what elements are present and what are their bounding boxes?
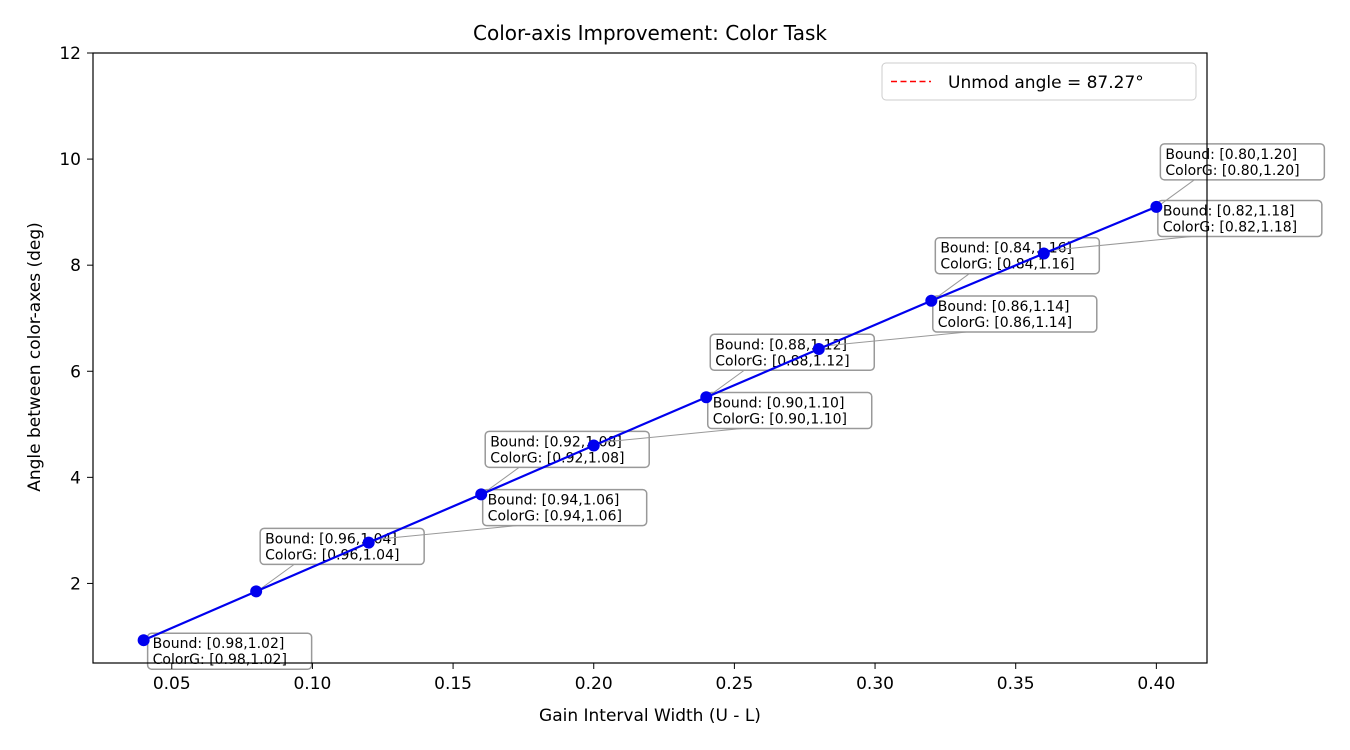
data-point (362, 536, 375, 549)
plot-area (92, 52, 1208, 664)
y-tick-label: 10 (59, 150, 81, 170)
x-tick-label: 0.05 (153, 674, 191, 694)
annotation-line2: ColorG: [0.96,1.04] (265, 547, 399, 563)
annotation-line2: ColorG: [0.84,1.16] (940, 257, 1074, 273)
annotation-line2: ColorG: [0.86,1.14] (938, 315, 1072, 331)
annotation-arrow (598, 428, 742, 444)
data-point (250, 585, 263, 598)
annotation-box (146, 632, 313, 670)
annotation-line2: ColorG: [0.90,1.10] (713, 412, 847, 428)
annotation-box (481, 488, 648, 527)
annotation-line2: ColorG: [0.82,1.18] (1163, 220, 1297, 236)
annotation-line1: Bound: [0.84,1.16] (940, 241, 1072, 257)
data-point (587, 439, 600, 452)
x-tick-label: 0.35 (997, 674, 1035, 694)
x-tick-label: 0.40 (1137, 674, 1175, 694)
data-point (700, 391, 713, 404)
annotation-arrow (710, 369, 745, 395)
annotation-arrow (373, 525, 517, 541)
annotation-line2: ColorG: [0.92,1.08] (490, 450, 624, 466)
y-tick-label: 12 (59, 44, 81, 64)
annotation: Bound: [0.98,1.02]ColorG: [0.98,1.02] (146, 632, 313, 670)
annotation: Bound: [0.82,1.18]ColorG: [0.82,1.18] (1048, 199, 1323, 252)
annotation-line1: Bound: [0.98,1.02] (153, 636, 285, 652)
annotation-line1: Bound: [0.94,1.06] (488, 493, 620, 509)
x-tick-label: 0.10 (293, 674, 331, 694)
annotation-line2: ColorG: [0.80,1.20] (1165, 163, 1299, 179)
y-tick-label: 6 (70, 362, 81, 382)
data-point (1037, 247, 1050, 260)
x-tick-label: 0.15 (434, 674, 472, 694)
legend-box (881, 62, 1197, 101)
annotation-arrow (485, 466, 520, 492)
annotation: Bound: [0.96,1.04]ColorG: [0.96,1.04] (259, 527, 425, 589)
annotation-line1: Bound: [0.82,1.18] (1163, 204, 1295, 220)
y-tick-label: 4 (70, 468, 81, 488)
annotation-line1: Bound: [0.80,1.20] (1165, 147, 1297, 163)
annotation-box (932, 295, 1098, 333)
y-axis: 2 4 6 8 10 12 (59, 44, 93, 594)
x-axis: 0.05 0.10 0.15 0.20 0.25 0.30 0.35 0.40 (153, 663, 1175, 694)
series-line (143, 205, 1157, 642)
data-point (475, 488, 488, 501)
annotations: Bound: [0.98,1.02]ColorG: [0.98,1.02]Bou… (146, 143, 1326, 670)
data-point (1150, 200, 1163, 213)
legend: Unmod angle = 87.27° (881, 62, 1197, 101)
y-tick-label: 8 (70, 256, 81, 276)
annotation-box (1159, 143, 1326, 181)
series-layer (137, 200, 1163, 647)
annotation-arrow (823, 331, 967, 347)
data-point (812, 342, 825, 355)
annotation-arrow (1048, 236, 1192, 252)
annotation-arrow (1161, 179, 1195, 205)
data-point (137, 634, 150, 647)
annotation-line1: Bound: [0.86,1.14] (938, 299, 1070, 315)
legend-label-unmod: Unmod angle = 87.27° (948, 73, 1144, 93)
annotation-box (706, 391, 873, 430)
annotation: Bound: [0.80,1.20]ColorG: [0.80,1.20] (1159, 143, 1326, 205)
annotation-arrow (260, 563, 295, 589)
annotation-box (1157, 199, 1323, 238)
annotation-line1: Bound: [0.90,1.10] (713, 396, 845, 412)
annotation: Bound: [0.94,1.06]ColorG: [0.94,1.06] (373, 488, 648, 541)
x-tick-label: 0.30 (856, 674, 894, 694)
annotation-line2: ColorG: [0.98,1.02] (153, 652, 287, 668)
x-tick-label: 0.25 (715, 674, 753, 694)
data-point (925, 294, 938, 307)
annotation-arrow (936, 273, 970, 299)
chart-title: Color-axis Improvement: Color Task (473, 21, 827, 45)
x-tick-label: 0.20 (575, 674, 613, 694)
y-tick-label: 2 (70, 574, 81, 594)
annotation: Bound: [0.86,1.14]ColorG: [0.86,1.14] (823, 295, 1098, 347)
x-axis-label: Gain Interval Width (U - L) (539, 706, 761, 726)
annotation: Bound: [0.90,1.10]ColorG: [0.90,1.10] (598, 391, 873, 444)
annotation-line2: ColorG: [0.94,1.06] (488, 509, 622, 525)
annotation-line2: ColorG: [0.88,1.12] (715, 353, 849, 369)
y-axis-label: Angle between color-axes (deg) (25, 222, 45, 492)
